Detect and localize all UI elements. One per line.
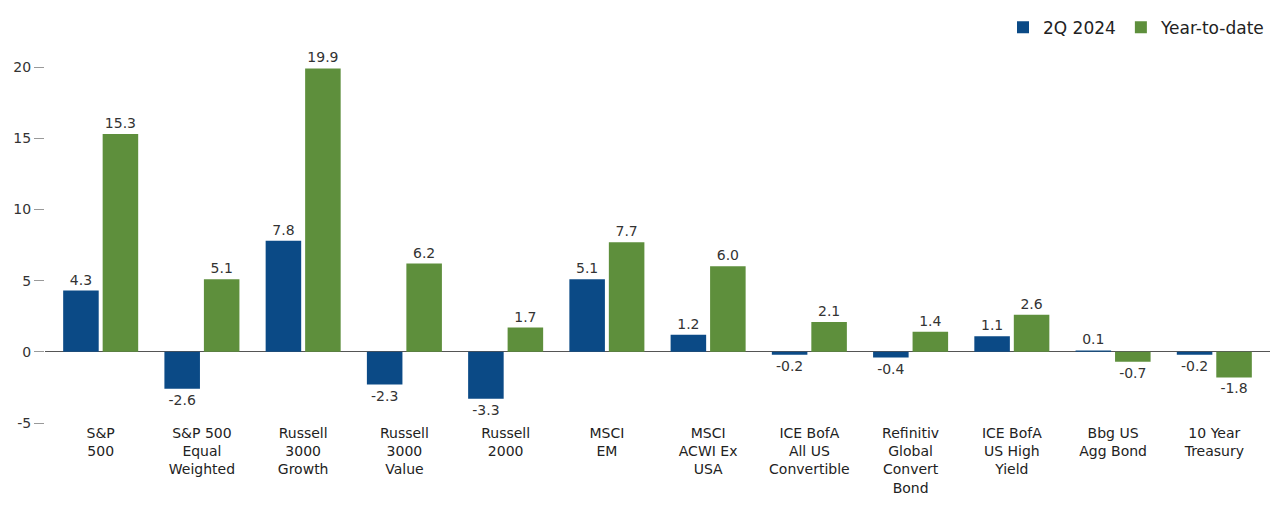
svg-text:15.3: 15.3 <box>105 115 136 131</box>
svg-text:-5: -5 <box>17 415 31 431</box>
svg-text:0.1: 0.1 <box>1082 331 1104 347</box>
svg-text:Bbg USAgg Bond: Bbg USAgg Bond <box>1079 425 1147 459</box>
svg-text:10: 10 <box>13 201 31 217</box>
svg-text:5.1: 5.1 <box>211 260 233 276</box>
svg-text:S&P 500EqualWeighted: S&P 500EqualWeighted <box>169 425 235 477</box>
svg-text:ICE BofAUS HighYield: ICE BofAUS HighYield <box>982 425 1042 477</box>
svg-text:5.1: 5.1 <box>576 260 598 276</box>
svg-text:Year-to-date: Year-to-date <box>1160 18 1264 38</box>
svg-text:7.7: 7.7 <box>615 223 637 239</box>
svg-text:5: 5 <box>22 273 31 289</box>
svg-text:2Q 2024: 2Q 2024 <box>1043 18 1116 38</box>
svg-text:2.6: 2.6 <box>1020 296 1042 312</box>
svg-text:RefinitivGlobalConvertBond: RefinitivGlobalConvertBond <box>882 425 939 496</box>
svg-text:-0.7: -0.7 <box>1119 365 1146 381</box>
svg-text:1.4: 1.4 <box>919 313 941 329</box>
svg-text:MSCIACWI ExUSA: MSCIACWI ExUSA <box>679 425 738 477</box>
svg-text:7.8: 7.8 <box>272 222 294 238</box>
svg-text:-1.8: -1.8 <box>1220 380 1247 396</box>
svg-text:2.1: 2.1 <box>818 303 840 319</box>
svg-text:Russell3000Value: Russell3000Value <box>380 425 429 477</box>
svg-text:20: 20 <box>13 59 31 75</box>
svg-text:Russell2000: Russell2000 <box>481 425 530 459</box>
svg-text:0: 0 <box>22 344 31 360</box>
svg-text:-0.2: -0.2 <box>776 358 803 374</box>
svg-text:MSCIEM: MSCIEM <box>589 425 624 459</box>
svg-text:19.9: 19.9 <box>307 49 338 65</box>
svg-text:-0.4: -0.4 <box>877 361 904 377</box>
svg-text:S&P500: S&P500 <box>87 425 115 459</box>
svg-text:4.3: 4.3 <box>70 272 92 288</box>
svg-text:10 YearTreasury: 10 YearTreasury <box>1184 425 1244 459</box>
svg-text:-2.6: -2.6 <box>168 392 195 408</box>
svg-text:1.7: 1.7 <box>514 309 536 325</box>
svg-text:ICE BofAAll USConvertible: ICE BofAAll USConvertible <box>769 425 850 477</box>
svg-text:-2.3: -2.3 <box>371 388 398 404</box>
svg-text:1.2: 1.2 <box>677 316 699 332</box>
svg-text:6.2: 6.2 <box>413 245 435 261</box>
svg-text:-0.2: -0.2 <box>1181 358 1208 374</box>
svg-text:Russell3000Growth: Russell3000Growth <box>278 425 329 477</box>
svg-text:-3.3: -3.3 <box>472 402 499 418</box>
svg-text:1.1: 1.1 <box>981 317 1003 333</box>
svg-text:15: 15 <box>13 130 31 146</box>
svg-text:6.0: 6.0 <box>717 247 739 263</box>
